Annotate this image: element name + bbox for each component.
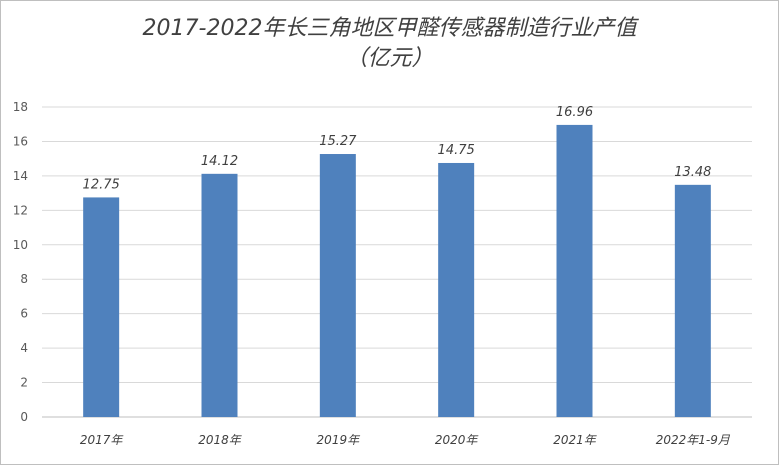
x-tick-label: 2021年 xyxy=(553,433,598,447)
y-tick-label: 8 xyxy=(20,272,28,286)
x-tick-label: 2020年 xyxy=(435,433,480,447)
chart-title-line1: 2017-2022年长三角地区甲醛传感器制造行业产值 xyxy=(142,16,637,41)
y-tick-label: 4 xyxy=(20,341,28,355)
x-tick-label: 2022年1-9月 xyxy=(656,433,731,447)
data-label: 14.75 xyxy=(438,143,475,158)
x-tick-label: 2018年 xyxy=(198,433,243,447)
bar xyxy=(83,197,120,417)
x-tick-label: 2017年 xyxy=(80,433,125,447)
data-label: 13.48 xyxy=(674,165,711,180)
y-tick-label: 0 xyxy=(20,410,28,424)
bar xyxy=(201,173,238,417)
y-tick-label: 16 xyxy=(13,134,28,148)
data-label: 15.27 xyxy=(319,134,357,149)
bar xyxy=(556,124,593,418)
y-tick-label: 10 xyxy=(13,238,28,252)
y-tick-label: 6 xyxy=(20,307,28,321)
data-label: 14.12 xyxy=(201,154,238,169)
y-tick-label: 2 xyxy=(20,376,28,390)
y-tick-label: 14 xyxy=(13,169,28,183)
data-label: 16.96 xyxy=(556,105,593,120)
x-tick-label: 2019年 xyxy=(317,433,362,447)
chart-title: 2017-2022年长三角地区甲醛传感器制造行业产值 （亿元） xyxy=(0,14,779,74)
bar xyxy=(319,154,356,417)
data-label: 12.75 xyxy=(83,177,120,192)
bar xyxy=(438,162,475,417)
y-tick-label: 18 xyxy=(13,100,28,114)
bar xyxy=(674,184,711,417)
y-tick-label: 12 xyxy=(13,203,28,217)
chart-title-line2: （亿元） xyxy=(345,46,434,71)
